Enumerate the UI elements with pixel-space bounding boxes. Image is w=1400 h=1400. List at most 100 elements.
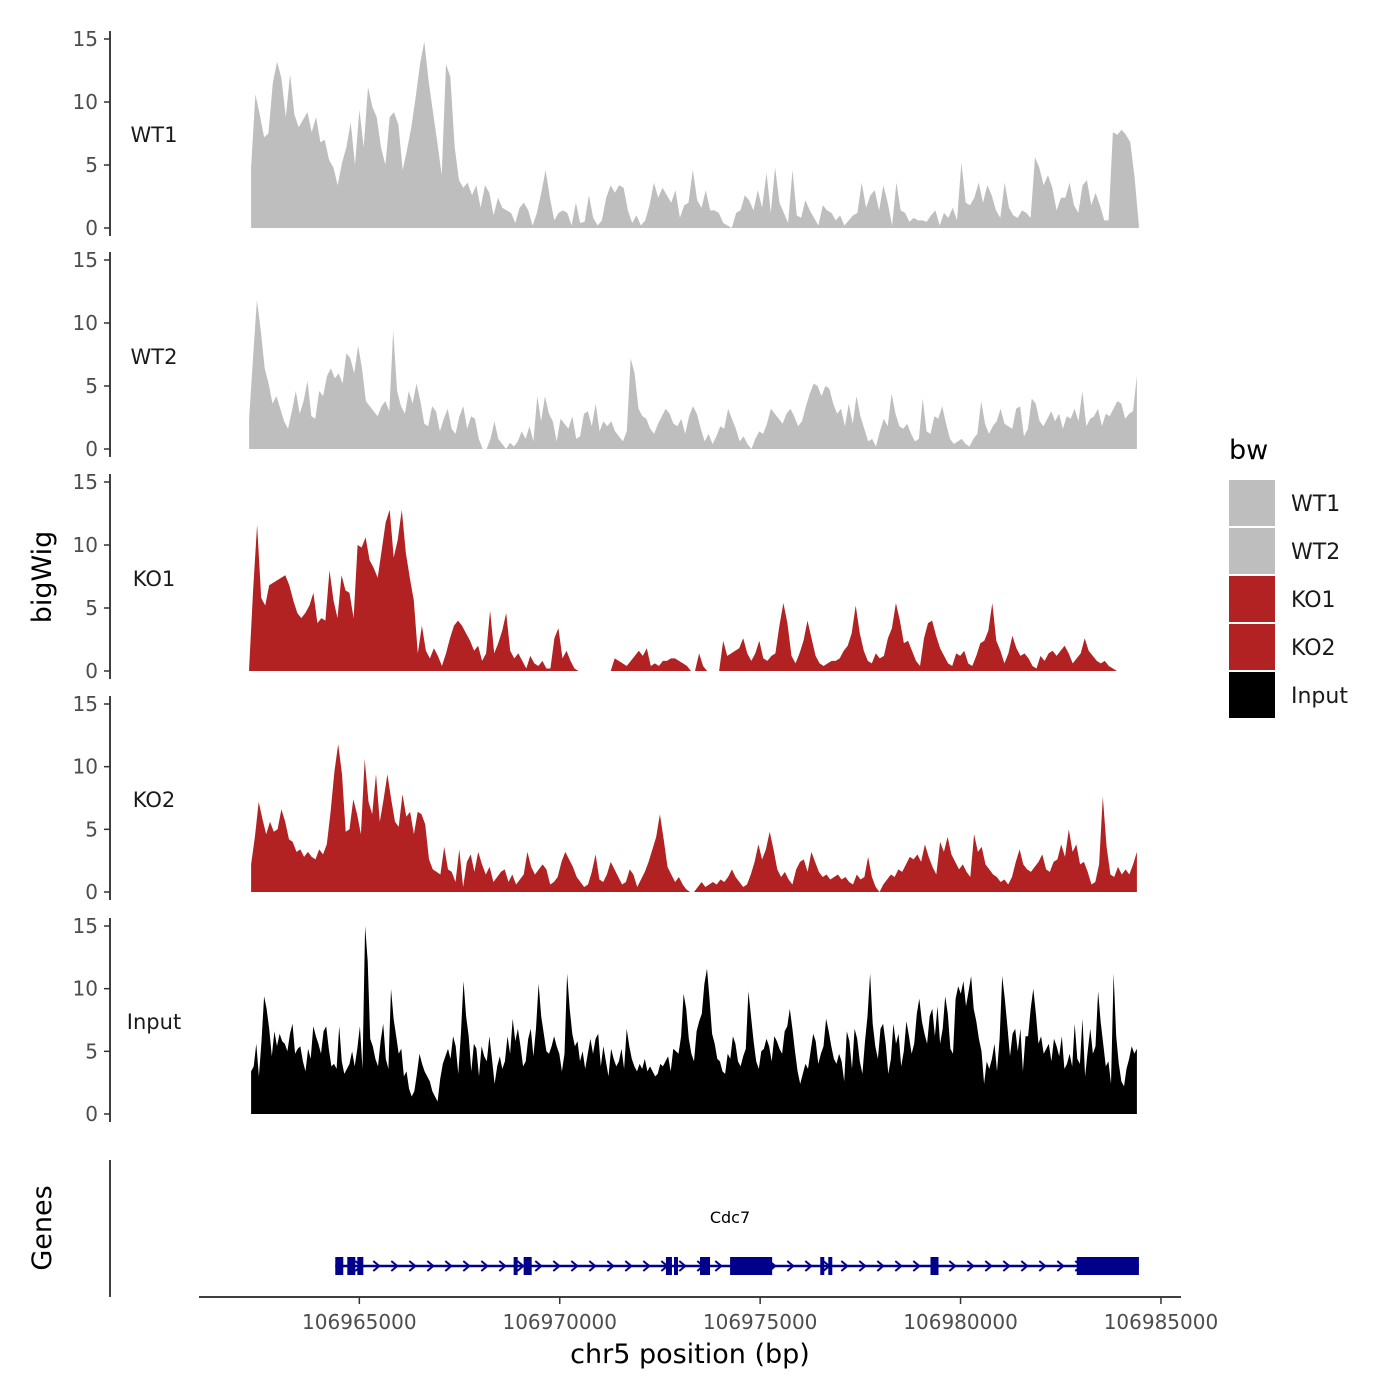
strand-arrow — [714, 1260, 723, 1272]
coverage-area-wt1 — [251, 41, 1139, 228]
exon-block — [357, 1257, 364, 1275]
strand-arrow — [390, 1260, 399, 1272]
strand-arrow — [1020, 1260, 1029, 1272]
coverage-area-input — [251, 926, 1137, 1114]
legend-label-ko2: KO2 — [1291, 636, 1336, 661]
gene-label-cdc7: Cdc7 — [710, 1208, 750, 1227]
coverage-area-ko1 — [249, 509, 1117, 671]
exon-block — [930, 1257, 939, 1275]
y-tick-label: 10 — [73, 977, 98, 1001]
legend: bw WT1 WT2 KO1 KO2 Input — [1229, 435, 1348, 718]
strand-arrow — [606, 1260, 615, 1272]
exon-block — [523, 1257, 532, 1275]
strand-arrow — [1038, 1260, 1047, 1272]
strand-arrow — [372, 1260, 381, 1272]
y-tick-label: 0 — [85, 659, 98, 683]
y-tick-label: 5 — [85, 1039, 98, 1063]
coverage-area-wt2 — [249, 300, 1137, 449]
y-tick-label: 10 — [73, 755, 98, 779]
gene-panel: Genes Cdc7 — [27, 1160, 1139, 1297]
strand-arrow — [498, 1260, 507, 1272]
exon-block — [1076, 1257, 1139, 1275]
strand-arrow — [840, 1260, 849, 1272]
strand-arrow — [1056, 1260, 1065, 1272]
strand-arrow — [480, 1260, 489, 1272]
gene-panel-title: Genes — [27, 1185, 58, 1270]
strand-arrow — [624, 1260, 633, 1272]
x-tick-label: 106985000 — [1104, 1310, 1219, 1334]
track-panel-ko1: 0 5 10 15 KO1 — [73, 470, 1117, 683]
strand-arrow — [678, 1260, 687, 1272]
exon-block — [665, 1257, 672, 1275]
strand-arrow — [912, 1260, 921, 1272]
strand-arrow — [516, 1260, 525, 1272]
y-tick-label: 10 — [73, 533, 98, 557]
x-axis-title: chr5 position (bp) — [570, 1339, 810, 1370]
exon-block — [828, 1257, 833, 1275]
x-tick-label: 106980000 — [903, 1310, 1018, 1334]
track-label-ko1: KO1 — [133, 567, 176, 591]
strand-arrow — [588, 1260, 597, 1272]
coverage-area-input — [251, 926, 1137, 1114]
track-panel-wt2: 0 5 10 15 WT2 — [73, 248, 1137, 461]
y-tick-label: 5 — [85, 153, 98, 177]
coverage-area-ko2 — [251, 744, 1137, 892]
exon-block — [820, 1257, 825, 1275]
exon-block — [513, 1257, 518, 1275]
strand-arrow — [894, 1260, 903, 1272]
y-tick-label: 5 — [85, 817, 98, 841]
track-panel-input: 0 5 10 15 Input — [73, 914, 1137, 1126]
y-tick-label: 5 — [85, 596, 98, 620]
strand-arrow — [462, 1260, 471, 1272]
strand-arrow — [426, 1260, 435, 1272]
coverage-area-ko2 — [251, 744, 1137, 892]
strand-arrow — [876, 1260, 885, 1272]
strand-arrow — [966, 1260, 975, 1272]
strand-arrow — [948, 1260, 957, 1272]
y-axis-ticks: 0 5 10 15 — [73, 27, 110, 240]
y-axis-ticks: 0 5 10 15 — [73, 914, 110, 1126]
strand-arrow — [642, 1260, 651, 1272]
y-tick-label: 0 — [85, 880, 98, 904]
y-tick-label: 0 — [85, 1102, 98, 1126]
exon-block — [700, 1257, 711, 1275]
strand-arrow — [1002, 1260, 1011, 1272]
y-tick-label: 15 — [73, 27, 98, 51]
y-tick-label: 15 — [73, 470, 98, 494]
y-tick-label: 15 — [73, 914, 98, 938]
legend-swatch-wt2 — [1229, 528, 1275, 574]
y-axis-ticks: 0 5 10 15 — [73, 470, 110, 683]
track-panel-ko2: 0 5 10 15 KO2 — [73, 692, 1137, 904]
strand-arrow — [786, 1260, 795, 1272]
strand-arrow — [552, 1260, 561, 1272]
y-axis-ticks: 0 5 10 15 — [73, 248, 110, 461]
exon-block — [730, 1257, 773, 1275]
track-panel-wt1: 0 5 10 15 WT1 — [73, 27, 1139, 240]
x-axis: 106965000 106970000 106975000 106980000 1069… — [199, 1296, 1219, 1370]
strand-arrow — [444, 1260, 453, 1272]
legend-swatch-input — [1229, 672, 1275, 718]
track-label-input: Input — [127, 1010, 181, 1034]
exon-block — [347, 1257, 356, 1275]
exon-block — [673, 1257, 678, 1275]
gene-exons — [335, 1257, 1139, 1275]
exon-block — [335, 1257, 344, 1275]
x-tick-label: 106975000 — [703, 1310, 818, 1334]
strand-arrow — [804, 1260, 813, 1272]
legend-label-wt2: WT2 — [1291, 540, 1340, 565]
legend-swatch-ko2 — [1229, 624, 1275, 670]
x-tick-label: 106970000 — [502, 1310, 617, 1334]
y-tick-label: 10 — [73, 311, 98, 335]
legend-label-ko1: KO1 — [1291, 588, 1336, 613]
track-label-wt2: WT2 — [131, 345, 178, 369]
strand-arrow — [858, 1260, 867, 1272]
y-axis-title: bigWig — [27, 531, 58, 624]
track-label-wt1: WT1 — [131, 123, 178, 147]
y-axis-ticks: 0 5 10 15 — [73, 692, 110, 904]
strand-arrow — [984, 1260, 993, 1272]
strand-arrow — [570, 1260, 579, 1272]
legend-swatch-ko1 — [1229, 576, 1275, 622]
coverage-area-ko1 — [249, 509, 1117, 671]
y-tick-label: 0 — [85, 216, 98, 240]
